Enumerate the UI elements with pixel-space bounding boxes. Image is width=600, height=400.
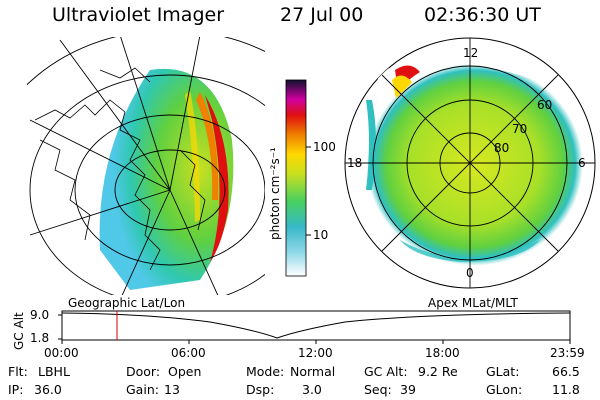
colorbar	[285, 79, 311, 277]
info-gcalt-value: 9.2 Re	[418, 364, 458, 379]
altitude-tick-min: 1.8	[30, 331, 50, 345]
info-gain-label: Gain:	[126, 382, 159, 397]
info-ip-label: IP:	[8, 382, 24, 397]
info-glon-value: 11.8	[552, 382, 580, 397]
info-gcalt-label: GC Alt:	[364, 364, 408, 379]
info-seq-value: 39	[400, 382, 416, 397]
info-flt-value: LBHL	[38, 364, 70, 379]
info-gain-value: 13	[164, 382, 180, 397]
colorbar-tick-100: 100	[313, 140, 336, 154]
app-title: Ultraviolet Imager	[52, 4, 225, 26]
info-seq-label: Seq:	[364, 382, 392, 397]
info-door-label: Door:	[126, 364, 161, 379]
time-tick-1800: 18:00	[425, 346, 460, 360]
mlt-label-12: 12	[463, 46, 479, 60]
colorbar-unit-label: photon cm⁻²s⁻¹	[268, 147, 282, 240]
colorbar-tick-10: 10	[313, 228, 329, 242]
info-mode-label: Mode:	[246, 364, 285, 379]
info-glon-label: GLon:	[486, 382, 523, 397]
altitude-plot	[58, 310, 571, 344]
geographic-image	[27, 37, 265, 295]
mlt-label-0: 0	[466, 266, 474, 280]
info-door-value: Open	[168, 364, 202, 379]
info-glat-label: GLat:	[486, 364, 520, 379]
time-tick-0000: 00:00	[44, 346, 79, 360]
mlat-label-80: 80	[494, 141, 510, 155]
apex-image	[344, 37, 596, 289]
info-dsp-value: 3.0	[302, 382, 322, 397]
altitude-axis-label: GC Alt	[12, 312, 26, 350]
mlt-label-6: 6	[578, 156, 586, 170]
date-label: 27 Jul 00	[280, 4, 364, 26]
altitude-tick-max: 9.0	[30, 308, 50, 322]
time-tick-1200: 12:00	[298, 346, 333, 360]
left-panel-caption: Geographic Lat/Lon	[68, 296, 186, 310]
time-tick-2359: 23:59	[550, 346, 585, 360]
mlat-label-70: 70	[512, 122, 528, 136]
info-flt-label: Flt:	[8, 364, 28, 379]
time-label: 02:36:30 UT	[424, 4, 541, 26]
mlat-label-60: 60	[537, 98, 553, 112]
mlt-label-18: 18	[347, 156, 363, 170]
info-ip-value: 36.0	[34, 382, 62, 397]
info-dsp-label: Dsp:	[246, 382, 275, 397]
right-panel-caption: Apex MLat/MLT	[428, 296, 518, 310]
info-mode-value: Normal	[290, 364, 336, 379]
time-tick-0600: 06:00	[171, 346, 206, 360]
info-glat-value: 66.5	[552, 364, 580, 379]
